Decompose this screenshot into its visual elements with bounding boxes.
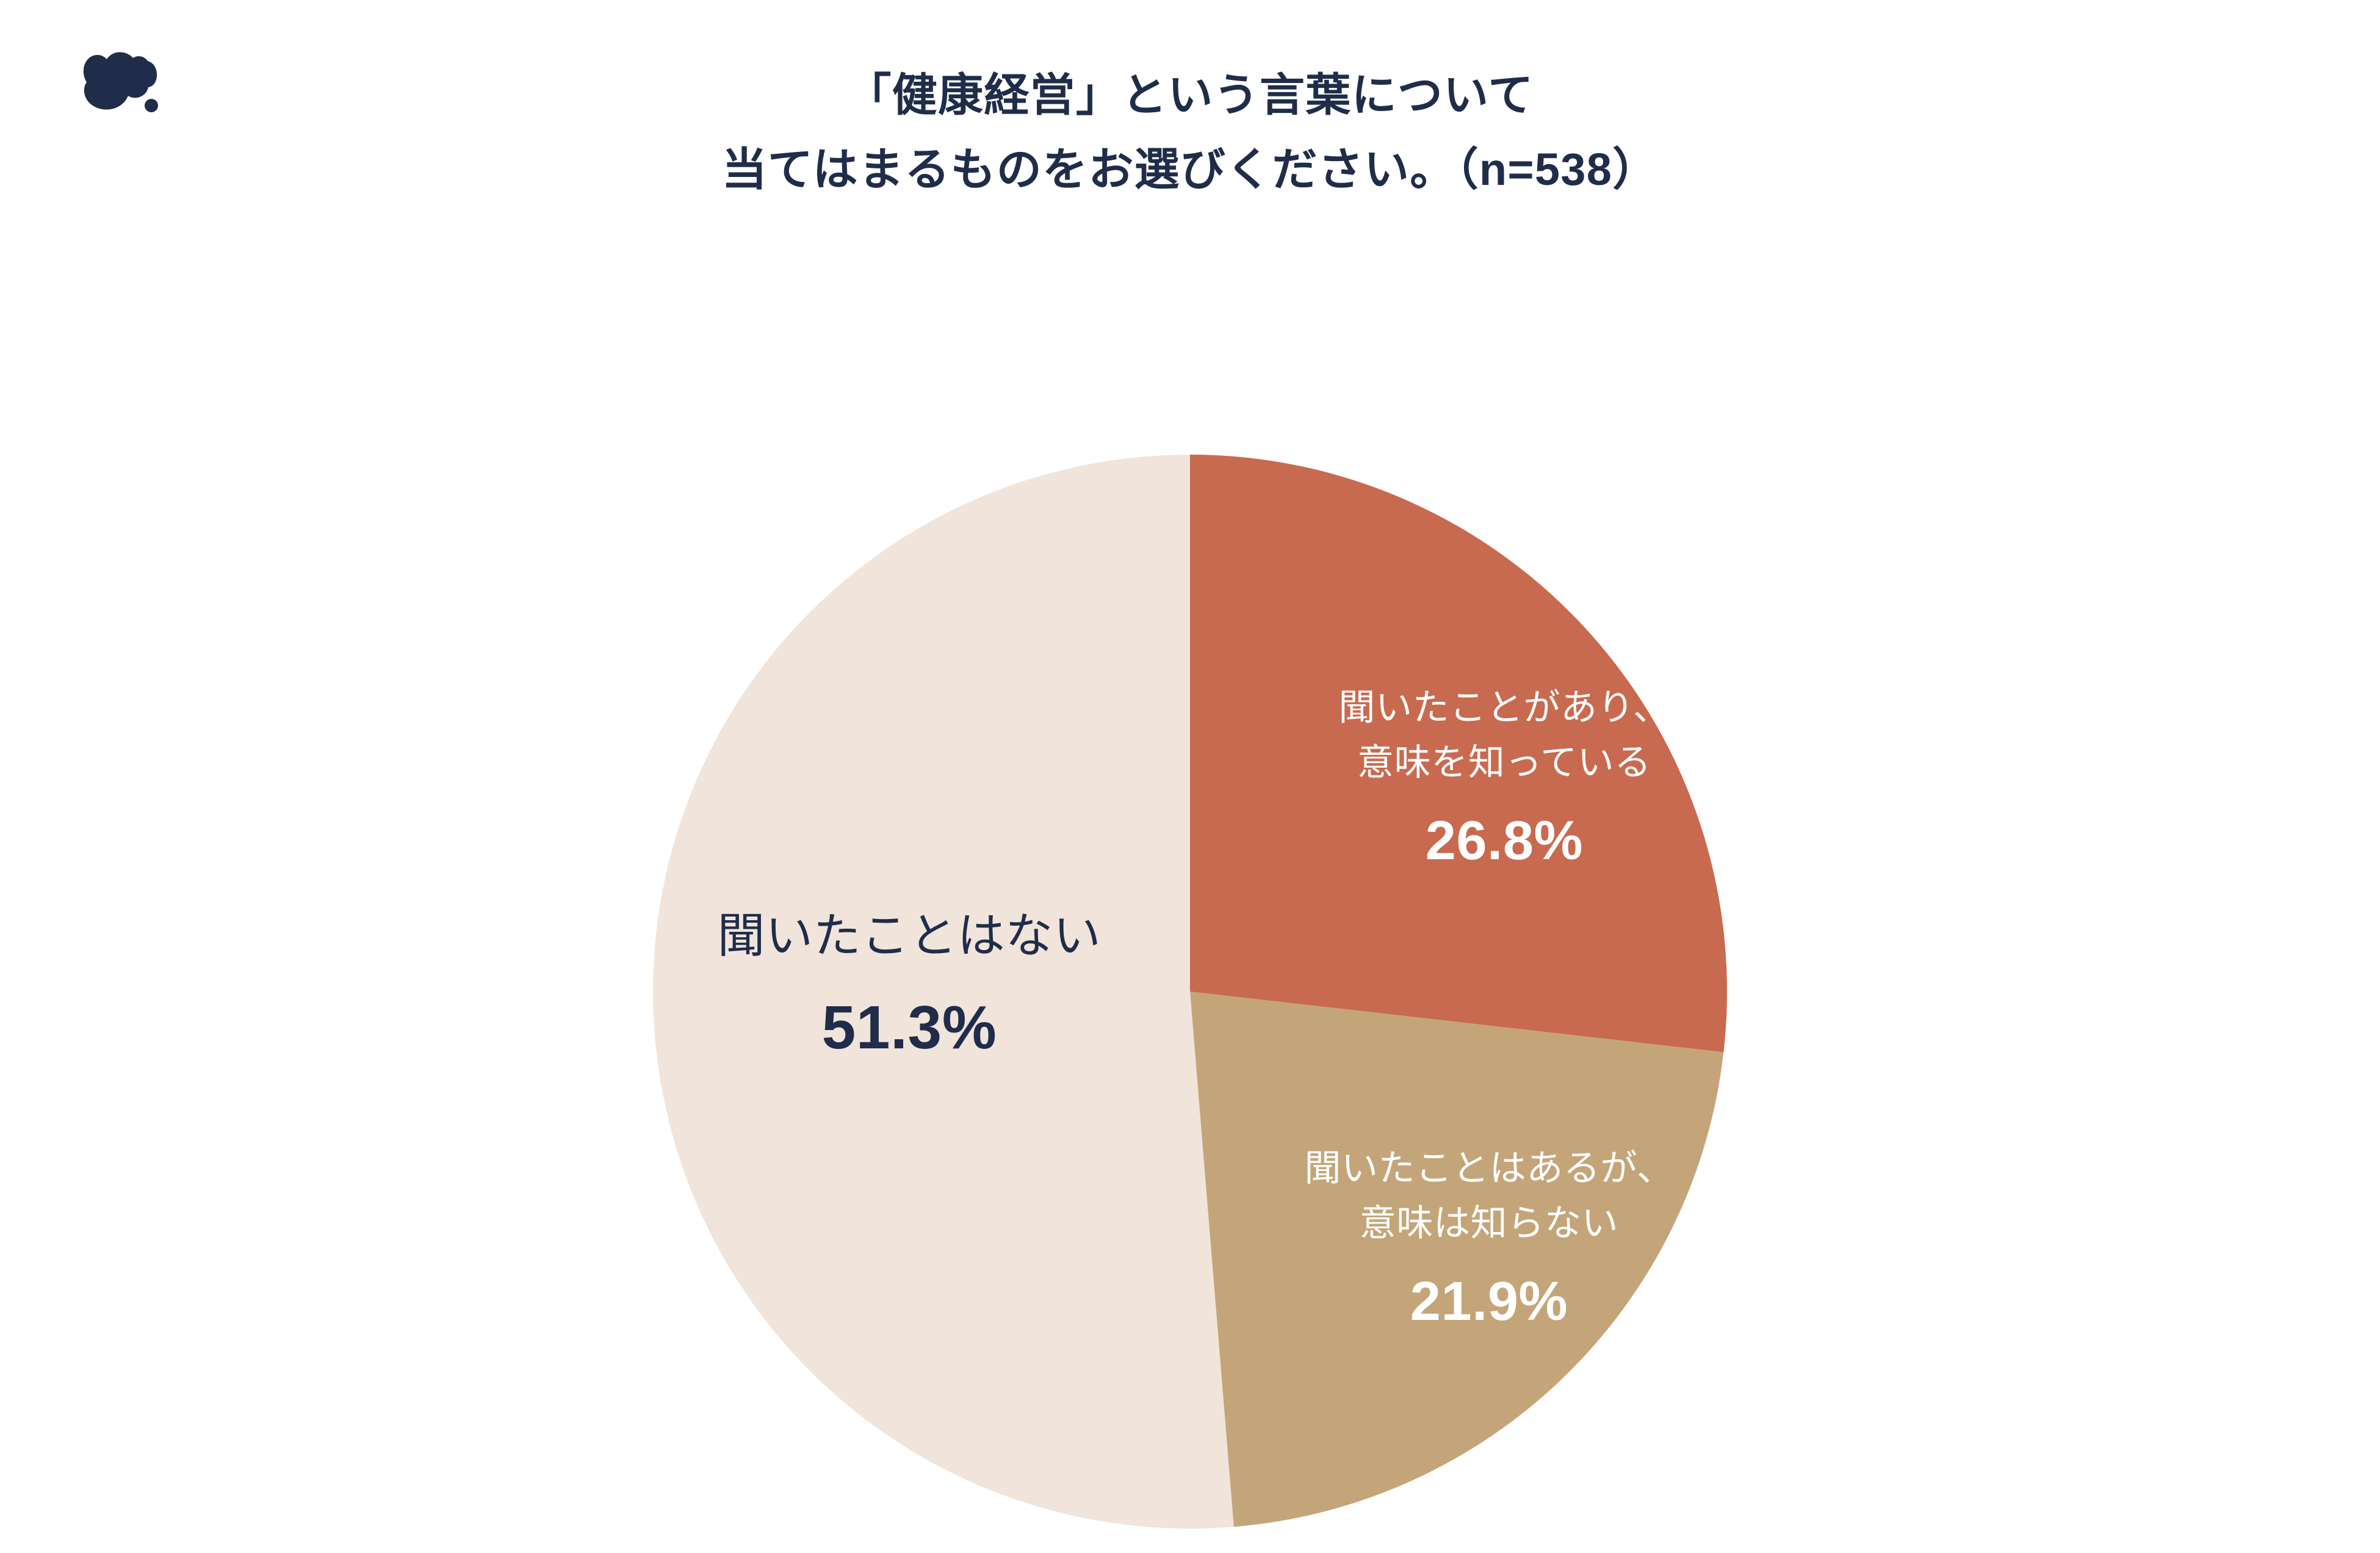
pie-label-line: 聞いたことはあるが、	[1304, 1141, 1673, 1196]
chart-title-line-1: 「健康経営」という言葉について	[0, 58, 2380, 132]
pie-label-line: 聞いたことがあり、	[1338, 680, 1670, 735]
pie-label-line: 意味を知っている	[1338, 735, 1670, 790]
pie-label-pct: 51.3%	[717, 993, 1101, 1063]
pie-label-line: 聞いたことはない	[717, 900, 1101, 971]
chart-title: 「健康経営」という言葉について 当てはまるものをお選びください。（n=538）	[0, 58, 2380, 207]
pie-label-line: 意味は知らない	[1304, 1196, 1673, 1251]
pie-label-heard_no_meaning: 聞いたことはあるが、意味は知らない 21.9%	[1304, 1141, 1673, 1333]
pie-label-never_heard: 聞いたことはない 51.3%	[717, 900, 1101, 1063]
pie-label-pct: 26.8%	[1338, 810, 1670, 873]
pie-label-heard_and_know: 聞いたことがあり、意味を知っている 26.8%	[1338, 680, 1670, 873]
pie-label-pct: 21.9%	[1304, 1270, 1673, 1333]
chart-title-line-2: 当てはまるものをお選びください。（n=538）	[0, 132, 2380, 207]
